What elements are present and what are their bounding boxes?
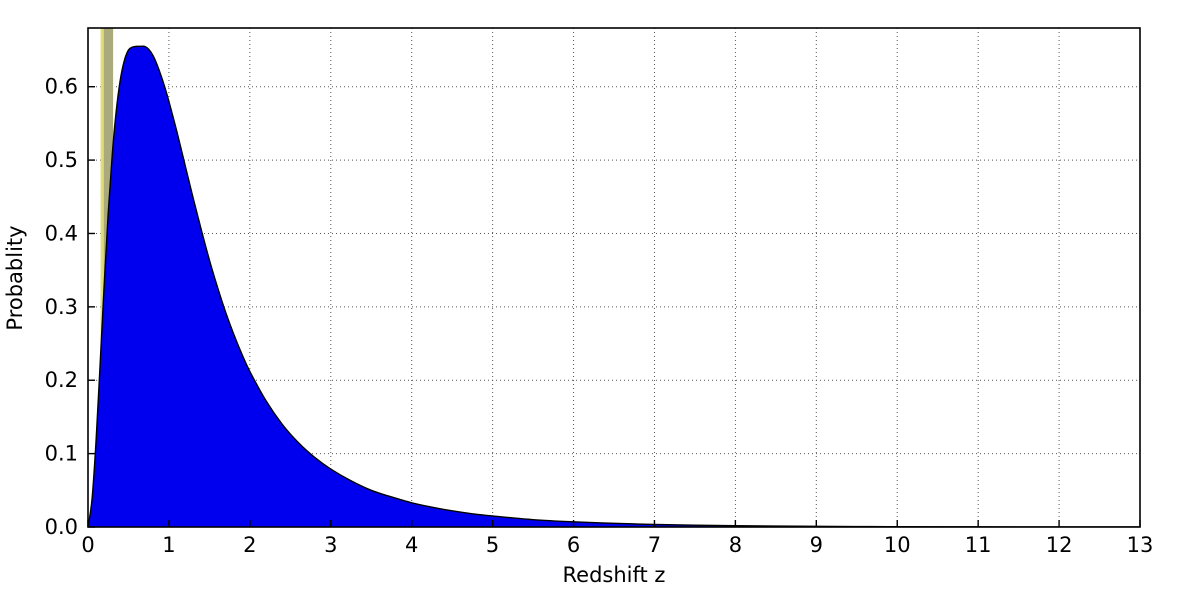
x-tick-label: 7	[648, 533, 661, 557]
x-tick-label: 10	[884, 533, 911, 557]
y-tick-label: 0.1	[45, 442, 78, 466]
y-tick-label: 0.6	[45, 75, 78, 99]
x-tick-label: 4	[405, 533, 418, 557]
x-tick-label: 13	[1127, 533, 1154, 557]
x-axis-title: Redshift z	[563, 563, 666, 587]
x-tick-label: 8	[729, 533, 742, 557]
series-group	[88, 45, 1140, 527]
x-tick-label: 2	[243, 533, 256, 557]
x-tick-label: 6	[567, 533, 580, 557]
x-tick-label: 11	[965, 533, 992, 557]
x-tick-label: 1	[162, 533, 175, 557]
x-tick-label: 12	[1046, 533, 1073, 557]
x-tick-label: 0	[81, 533, 94, 557]
y-tick-label: 0.3	[45, 295, 78, 319]
probability-area-fill	[88, 46, 1140, 527]
y-tick-label: 0.5	[45, 148, 78, 172]
y-tick-label: 0.0	[45, 515, 78, 539]
y-tick-label: 0.2	[45, 368, 78, 392]
x-tick-label: 5	[486, 533, 499, 557]
x-axis-ticks: 0 1 2 3 4 5 6 7 8 9 10 11 12 13	[81, 520, 1153, 557]
y-axis-ticks: 0.0 0.1 0.2 0.3 0.4 0.5 0.6	[45, 75, 95, 539]
x-tick-label: 9	[810, 533, 823, 557]
y-axis-title: Probablity	[3, 225, 27, 330]
x-tick-label: 3	[324, 533, 337, 557]
y-tick-label: 0.4	[45, 221, 78, 245]
probability-curve-line	[88, 45, 1140, 527]
plot-frame	[87, 27, 1141, 528]
gridlines	[88, 28, 1140, 527]
